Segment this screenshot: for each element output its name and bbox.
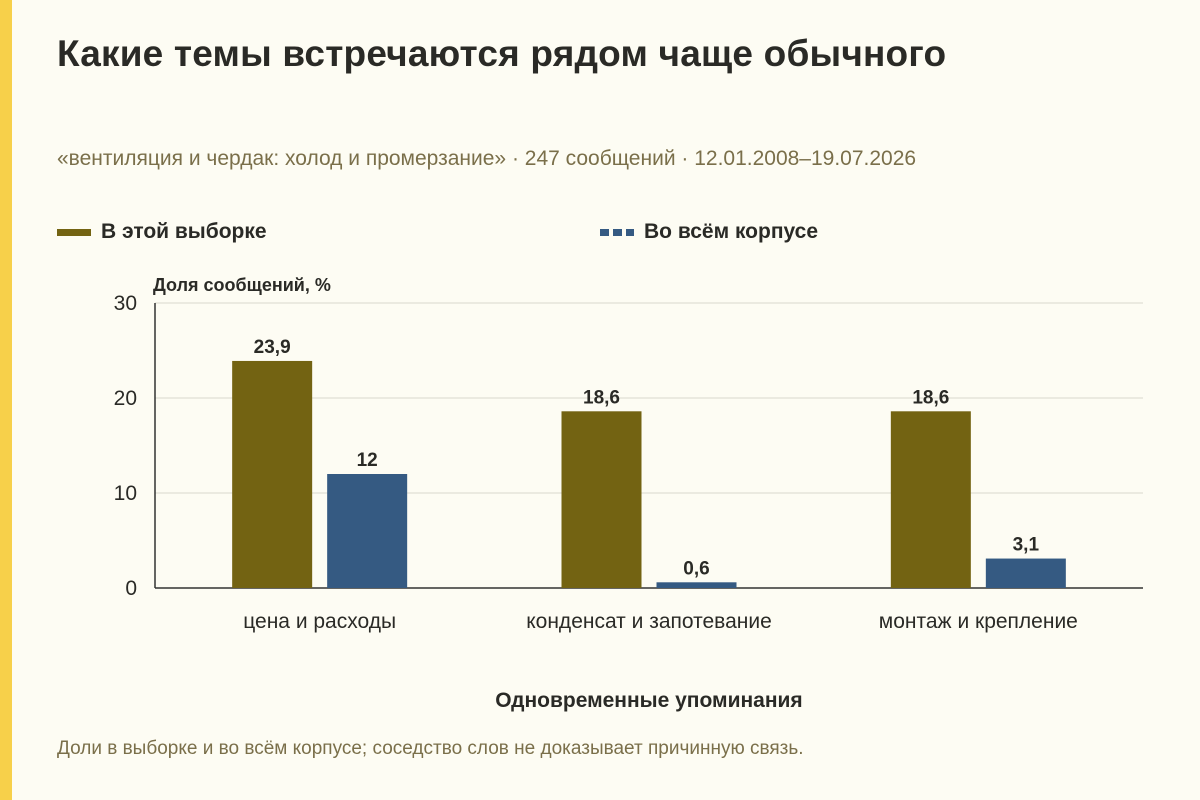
bar-value-label: 3,1: [1013, 535, 1040, 556]
bar-value-label: 12: [357, 450, 378, 471]
bar-corpus: [327, 474, 408, 588]
bar-sample: [890, 411, 971, 588]
x-category-label: конденсат и запотевание: [526, 610, 772, 633]
x-axis-label: Одновременные упоминания: [495, 689, 802, 712]
y-tick-label: 10: [114, 482, 137, 505]
bar-corpus: [985, 558, 1066, 588]
bar-sample: [561, 411, 642, 588]
y-tick-label: 0: [125, 577, 137, 600]
y-tick-label: 20: [114, 387, 137, 410]
chart-subtitle: «вентиляция и чердак: холод и промерзани…: [57, 147, 917, 170]
legend-label-corpus: Во всём корпусе: [644, 220, 819, 243]
bar-value-label: 0,6: [683, 558, 709, 579]
y-axis-label: Доля сообщений, %: [153, 275, 331, 295]
footnote: Доли в выборке и во всём корпусе; соседс…: [57, 738, 804, 759]
bar-value-label: 18,6: [912, 387, 949, 408]
x-category-label: цена и расходы: [243, 610, 396, 633]
axis-layer: 0 10 20 30: [114, 292, 1143, 600]
bar-layer: [232, 360, 1066, 588]
legend-item-corpus: Во всём корпусе: [600, 220, 818, 244]
bar-corpus: [656, 582, 737, 588]
grid-layer: [155, 302, 1143, 494]
legend-label-sample: В этой выборке: [101, 220, 267, 243]
chart-title: Какие темы встречаются рядом чаще обычно…: [57, 33, 947, 74]
bar-sample: [232, 360, 313, 588]
legend-swatch-corpus: [600, 228, 634, 236]
accent-bar: [0, 0, 12, 800]
bar-value-label: 18,6: [583, 387, 620, 408]
bar-value-label: 23,9: [254, 337, 291, 358]
legend-swatch-sample: [57, 228, 91, 236]
label-layer: 23,9 12 цена и расходы 18,6 0,6 конденсат и з…: [243, 337, 1078, 633]
x-category-label: монтаж и крепление: [879, 610, 1078, 633]
legend-item-sample: В этой выборке: [57, 220, 267, 244]
y-tick-label: 30: [114, 292, 137, 315]
